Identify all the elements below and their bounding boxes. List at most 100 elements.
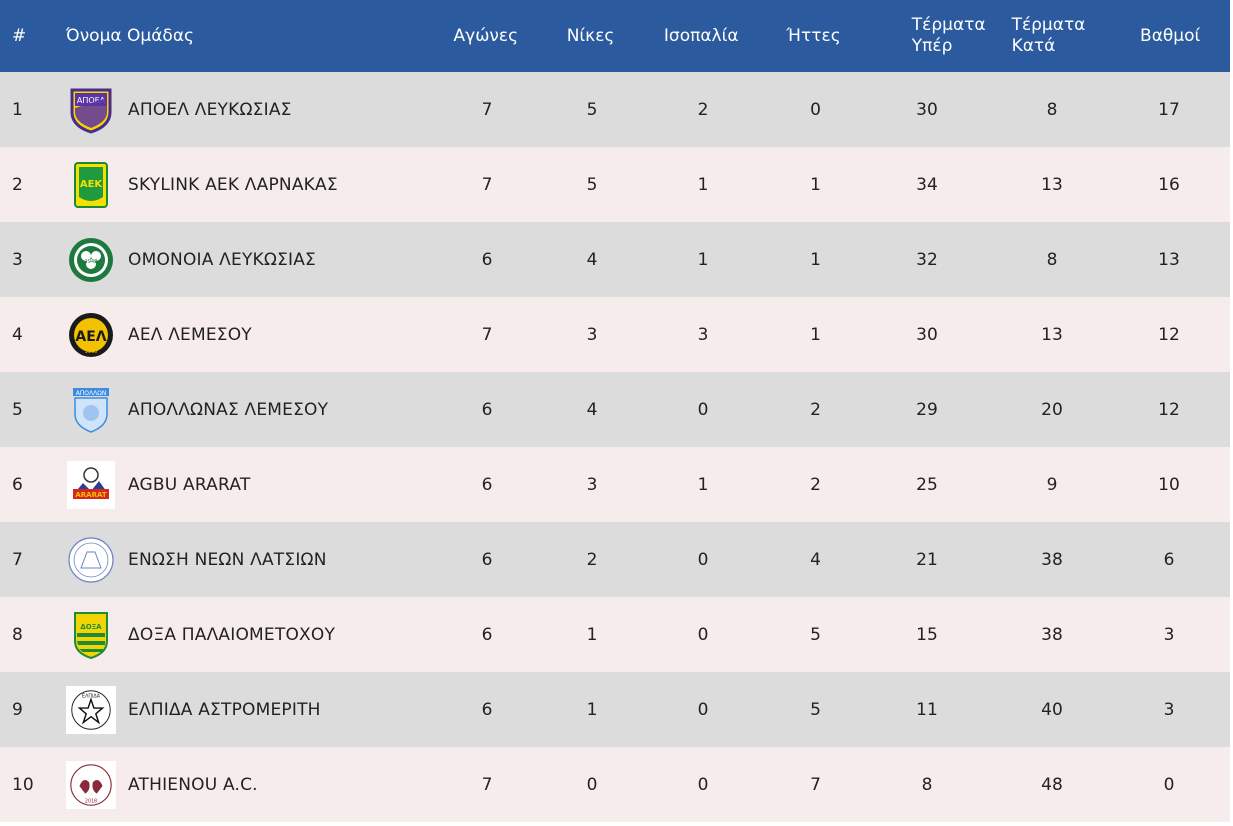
doxa-logo-icon: ΔΟΞΑ (66, 610, 116, 660)
team-name[interactable]: ΑΠΟΛΛΩΝΑΣ ΛΕΜΕΣΟΥ (128, 399, 329, 420)
team-cell[interactable]: 1948 ΟΜΟΝΟΙΑ ΛΕΥΚΩΣΙΑΣ (60, 222, 443, 297)
team-cell[interactable]: ΔΟΞΑ ΔΟΞΑ ΠΑΛΑΙΟΜΕΤΟΧΟΥ (60, 597, 443, 672)
wins-cell: 1 (586, 624, 598, 645)
omonoia-logo-icon: 1948 (66, 235, 116, 285)
team-cell[interactable]: ΕΛΠΙΔΑ ΕΛΠΙΔΑ ΑΣΤΡΟΜΕΡΙΤΗ (60, 672, 443, 747)
aek-logo-icon: ΑΕΚ (66, 160, 116, 210)
goals-against-cell: 8 (1046, 99, 1058, 120)
losses-cell: 1 (810, 174, 821, 195)
losses-cell: 5 (810, 624, 821, 645)
points-cell: 12 (1158, 324, 1180, 345)
table-row[interactable]: 7 ΕΝΩΣΗ ΝΕΩΝ ΛΑΤΣΙΩΝ 6 2 0 4 21 38 6 (0, 522, 1230, 597)
draws-cell: 1 (697, 474, 709, 495)
header-goals-for-line2: Υπέρ (911, 36, 953, 56)
wins-cell: 1 (586, 699, 598, 720)
played-cell: 7 (481, 324, 493, 345)
goals-against-cell: 8 (1046, 249, 1058, 270)
header-played[interactable]: Αγώνες (453, 26, 519, 46)
goals-for-cell: 11 (916, 699, 938, 720)
header-goals-for[interactable]: Τέρματα Υπέρ (876, 0, 1001, 72)
played-cell: 6 (481, 699, 493, 720)
svg-text:ΔΟΞΑ: ΔΟΞΑ (80, 623, 102, 631)
losses-cell: 1 (810, 249, 821, 270)
table-row[interactable]: 5 ΑΠΟΛΛΩΝ ΑΠΟΛΛΩΝΑΣ ΛΕΜΕΣΟΥ 6 4 0 2 29 2… (0, 372, 1230, 447)
team-name[interactable]: ΑΕΛ ΛΕΜΕΣΟΥ (128, 324, 252, 345)
header-points[interactable]: Βαθμοί (1140, 26, 1201, 46)
losses-cell: 4 (810, 549, 821, 570)
position-cell: 5 (12, 399, 23, 420)
team-name[interactable]: ΕΛΠΙΔΑ ΑΣΤΡΟΜΕΡΙΤΗ (128, 699, 321, 720)
points-cell: 0 (1163, 774, 1175, 795)
table-row[interactable]: 4 ΑΕΛ 1930 ΑΕΛ ΛΕΜΕΣΟΥ 7 3 3 1 30 13 12 (0, 297, 1230, 372)
ael-logo-icon: ΑΕΛ 1930 (66, 310, 116, 360)
goals-against-cell: 9 (1046, 474, 1058, 495)
team-name[interactable]: ΑΠΟΕΛ ΛΕΥΚΩΣΙΑΣ (128, 99, 292, 120)
svg-text:ΑΠΟΕΛ: ΑΠΟΕΛ (77, 96, 106, 105)
losses-cell: 2 (810, 399, 821, 420)
table-row[interactable]: 3 1948 ΟΜΟΝΟΙΑ ΛΕΥΚΩΣΙΑΣ 6 4 1 1 32 8 13 (0, 222, 1230, 297)
goals-for-cell: 29 (916, 399, 938, 420)
team-cell[interactable]: 2018 ATHIENOU A.C. (60, 747, 443, 822)
played-cell: 6 (481, 549, 493, 570)
header-wins[interactable]: Νίκες (566, 26, 615, 46)
team-name[interactable]: ΔΟΞΑ ΠΑΛΑΙΟΜΕΤΟΧΟΥ (128, 624, 336, 645)
draws-cell: 0 (697, 549, 709, 570)
played-cell: 7 (481, 99, 493, 120)
header-goals-for-line1: Τέρματα (911, 14, 986, 35)
header-losses[interactable]: Ήττες (786, 26, 841, 46)
table-row[interactable]: 8 ΔΟΞΑ ΔΟΞΑ ΠΑΛΑΙΟΜΕΤΟΧΟΥ 6 1 0 5 15 38 … (0, 597, 1230, 672)
goals-against-cell: 40 (1041, 699, 1063, 720)
svg-text:ΑΠΟΛΛΩΝ: ΑΠΟΛΛΩΝ (76, 390, 107, 397)
position-cell: 8 (12, 624, 23, 645)
team-cell[interactable]: ΕΝΩΣΗ ΝΕΩΝ ΛΑΤΣΙΩΝ (60, 522, 443, 597)
svg-text:1948: 1948 (85, 259, 98, 265)
team-name[interactable]: AGBU ARARAT (128, 474, 251, 495)
team-cell[interactable]: ΑΠΟΕΛ ΑΠΟΕΛ ΛΕΥΚΩΣΙΑΣ (60, 72, 443, 147)
goals-for-cell: 21 (916, 549, 938, 570)
played-cell: 6 (481, 399, 493, 420)
table-row[interactable]: 10 2018 ATHIENOU A.C. 7 0 0 7 8 48 0 (0, 747, 1230, 822)
wins-cell: 3 (586, 474, 598, 495)
header-goals-against[interactable]: Τέρματα Κατά (1001, 0, 1111, 72)
goals-for-cell: 34 (916, 174, 938, 195)
goals-against-cell: 38 (1041, 624, 1063, 645)
table-row[interactable]: 1 ΑΠΟΕΛ ΑΠΟΕΛ ΛΕΥΚΩΣΙΑΣ 7 5 2 0 30 8 17 (0, 72, 1230, 147)
svg-text:2018: 2018 (85, 798, 97, 804)
points-cell: 16 (1158, 174, 1180, 195)
points-cell: 13 (1158, 249, 1180, 270)
wins-cell: 3 (586, 324, 598, 345)
draws-cell: 3 (697, 324, 709, 345)
team-cell[interactable]: ΑΠΟΛΛΩΝ ΑΠΟΛΛΩΝΑΣ ΛΕΜΕΣΟΥ (60, 372, 443, 447)
goals-against-cell: 13 (1041, 174, 1063, 195)
losses-cell: 2 (810, 474, 821, 495)
points-cell: 12 (1158, 399, 1180, 420)
table-row[interactable]: 2 ΑΕΚ SKYLINK ΑΕΚ ΛΑΡΝΑΚΑΣ 7 5 1 1 34 13… (0, 147, 1230, 222)
team-cell[interactable]: ΑΕΛ 1930 ΑΕΛ ΛΕΜΕΣΟΥ (60, 297, 443, 372)
losses-cell: 0 (810, 99, 821, 120)
header-team-name[interactable]: Όνομα Ομάδας (65, 26, 194, 46)
wins-cell: 5 (586, 99, 598, 120)
team-name[interactable]: ΕΝΩΣΗ ΝΕΩΝ ΛΑΤΣΙΩΝ (128, 549, 327, 570)
draws-cell: 0 (697, 774, 709, 795)
header-draws[interactable]: Ισοπαλία (663, 26, 739, 46)
table-row[interactable]: 9 ΕΛΠΙΔΑ ΕΛΠΙΔΑ ΑΣΤΡΟΜΕΡΙΤΗ 6 1 0 5 11 4… (0, 672, 1230, 747)
table-row[interactable]: 6 ARARAT AGBU ARARAT 6 3 1 2 25 9 10 (0, 447, 1230, 522)
table-header: # Όνομα Ομάδας Αγώνες Νίκες Ισοπαλία Ήττ… (0, 0, 1230, 72)
wins-cell: 5 (586, 174, 598, 195)
svg-text:1930: 1930 (85, 349, 98, 355)
svg-text:ΑΕΚ: ΑΕΚ (80, 179, 104, 190)
header-goals-against-line2: Κατά (1011, 36, 1056, 56)
team-cell[interactable]: ARARAT AGBU ARARAT (60, 447, 443, 522)
team-name[interactable]: ΟΜΟΝΟΙΑ ΛΕΥΚΩΣΙΑΣ (128, 249, 316, 270)
goals-against-cell: 48 (1041, 774, 1063, 795)
team-cell[interactable]: ΑΕΚ SKYLINK ΑΕΚ ΛΑΡΝΑΚΑΣ (60, 147, 443, 222)
position-cell: 2 (12, 174, 23, 195)
header-position[interactable]: # (12, 26, 27, 46)
wins-cell: 4 (586, 399, 598, 420)
team-name[interactable]: SKYLINK ΑΕΚ ΛΑΡΝΑΚΑΣ (128, 174, 338, 195)
losses-cell: 1 (810, 324, 821, 345)
played-cell: 6 (481, 249, 493, 270)
draws-cell: 0 (697, 399, 709, 420)
team-name[interactable]: ATHIENOU A.C. (128, 774, 258, 795)
